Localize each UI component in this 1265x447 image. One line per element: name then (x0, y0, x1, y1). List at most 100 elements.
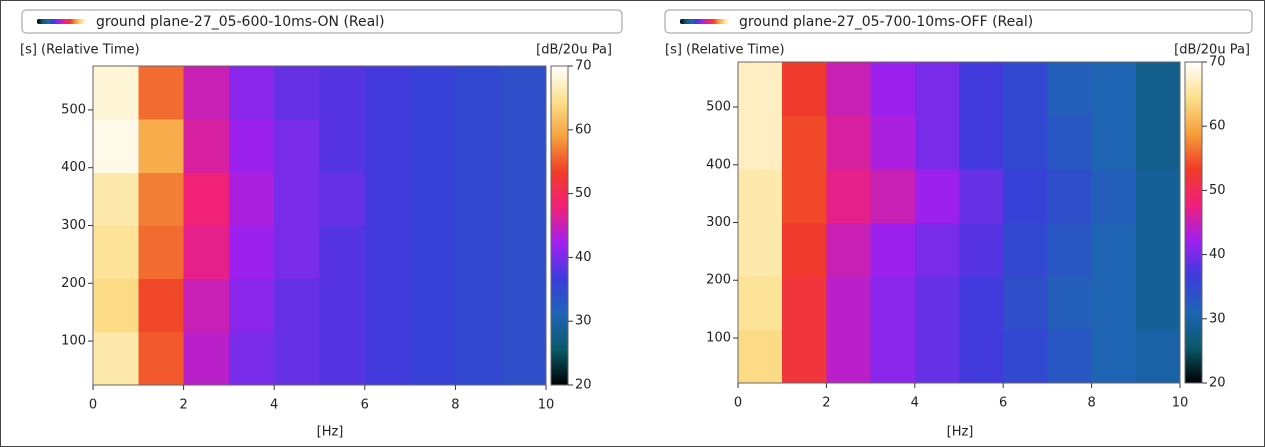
heatmap-cell (1003, 62, 1048, 116)
heatmap-cell (1135, 329, 1181, 384)
heatmap-cell (738, 222, 783, 277)
heatmap-cell (1003, 222, 1048, 277)
heatmap-cell (183, 225, 230, 280)
heatmap-cell (93, 66, 139, 120)
heatmap-cell (782, 222, 827, 277)
heatmap-cell (319, 278, 366, 333)
heatmap-cell (826, 169, 872, 223)
x-tick-label: 0 (89, 398, 97, 413)
heatmap-cell (914, 276, 960, 330)
heatmap-cell (959, 62, 1004, 116)
heatmap-cell (274, 278, 320, 333)
y-tick-label: 400 (706, 157, 731, 172)
heatmap-cell (138, 172, 185, 226)
x-tick-label: 10 (1172, 396, 1189, 411)
heatmap-cell (138, 119, 185, 173)
heatmap-cell (914, 222, 960, 277)
heatmap-cell (455, 278, 502, 333)
heatmap-cell (1091, 62, 1137, 116)
colorbar-tick-label: 20 (575, 378, 592, 393)
x-tick-label: 10 (538, 398, 555, 413)
heatmap-cell (1047, 62, 1093, 116)
heatmap-cell (228, 225, 275, 280)
heatmap-cell (914, 169, 960, 223)
chart-title: ground plane-27_05-600-10ms-ON (Real) (96, 14, 385, 30)
heatmap-cell (183, 172, 230, 226)
heatmap-cell (364, 278, 411, 333)
heatmap-cell (228, 66, 275, 120)
colorbar-tick-label: 50 (1209, 183, 1226, 198)
heatmap-cell (319, 331, 366, 386)
colorbar-tick-label: 30 (575, 314, 592, 329)
y-tick-label: 300 (61, 218, 86, 233)
heatmap-cell (410, 331, 456, 386)
heatmap-cell (738, 169, 783, 223)
heatmap-cell (1003, 169, 1048, 223)
heatmap-cell (870, 222, 916, 277)
heatmap-cell (1091, 276, 1137, 330)
heatmap-cell (870, 115, 916, 170)
heatmap-cell (782, 329, 827, 384)
x-tick-label: 0 (734, 396, 742, 411)
heatmap-cell (959, 169, 1004, 223)
heatmap-cell (138, 66, 185, 120)
legend-swatch (680, 19, 730, 24)
x-tick-label: 4 (270, 398, 278, 413)
heatmap-cell (274, 331, 320, 386)
heatmap-cell (1135, 276, 1181, 330)
heatmap-cell (364, 66, 411, 120)
heatmap-cell (1003, 329, 1048, 384)
colorbar-tick-label: 40 (1209, 247, 1226, 262)
heatmap-cell (410, 172, 456, 226)
colorbar-tick-label: 60 (575, 122, 592, 137)
heatmap-cell (959, 115, 1004, 170)
heatmap-cell (500, 119, 547, 173)
heatmap-cell (500, 278, 547, 333)
colorbar-label: [dB/20u Pa] (1174, 43, 1250, 58)
y-tick-label: 100 (706, 330, 731, 345)
x-tick-label: 6 (361, 398, 369, 413)
heatmap-cell (228, 172, 275, 226)
heatmap-cell (364, 225, 411, 280)
heatmap-cell (364, 119, 411, 173)
x-axis-label: [Hz] (947, 425, 974, 440)
heatmap-cell (500, 66, 547, 120)
heatmap-cell (500, 225, 547, 280)
heatmap-cell (138, 331, 185, 386)
heatmap-cell (319, 119, 366, 173)
heatmap-cell (959, 276, 1004, 330)
heatmap-cell (500, 172, 547, 226)
heatmap-cell (1047, 169, 1093, 223)
heatmap-cell (738, 115, 783, 170)
colorbar-tick-label: 30 (1209, 311, 1226, 326)
y-tick-label: 200 (61, 276, 86, 291)
x-tick-label: 8 (451, 398, 459, 413)
colorbar-tick-label: 40 (575, 250, 592, 265)
heatmap-cell (1047, 115, 1093, 170)
legend-swatch (37, 19, 87, 24)
heatmap-cell (410, 225, 456, 280)
colorbar-tick-label: 20 (1209, 376, 1226, 391)
heatmap-cell (455, 119, 502, 173)
heatmap-cell (738, 329, 783, 384)
legend-box (664, 9, 1253, 34)
heatmap-cell (500, 331, 547, 386)
heatmap-cell (183, 278, 230, 333)
heatmap-cell (1047, 222, 1093, 277)
heatmap-cell (455, 331, 502, 386)
heatmap-cell (228, 119, 275, 173)
colorbar-tick-label: 70 (1209, 55, 1226, 70)
heatmap-cell (410, 119, 456, 173)
heatmap-cell (93, 225, 139, 280)
heatmap-cell (782, 169, 827, 223)
x-tick-label: 2 (179, 398, 187, 413)
colorbar-tick-label: 60 (1209, 119, 1226, 134)
heatmap-cell (364, 331, 411, 386)
heatmap-cell (826, 329, 872, 384)
legend-box (21, 9, 623, 34)
y-tick-label: 500 (61, 102, 86, 117)
heatmap-cell (93, 278, 139, 333)
heatmap-cell (1003, 276, 1048, 330)
heatmap-cell (364, 172, 411, 226)
